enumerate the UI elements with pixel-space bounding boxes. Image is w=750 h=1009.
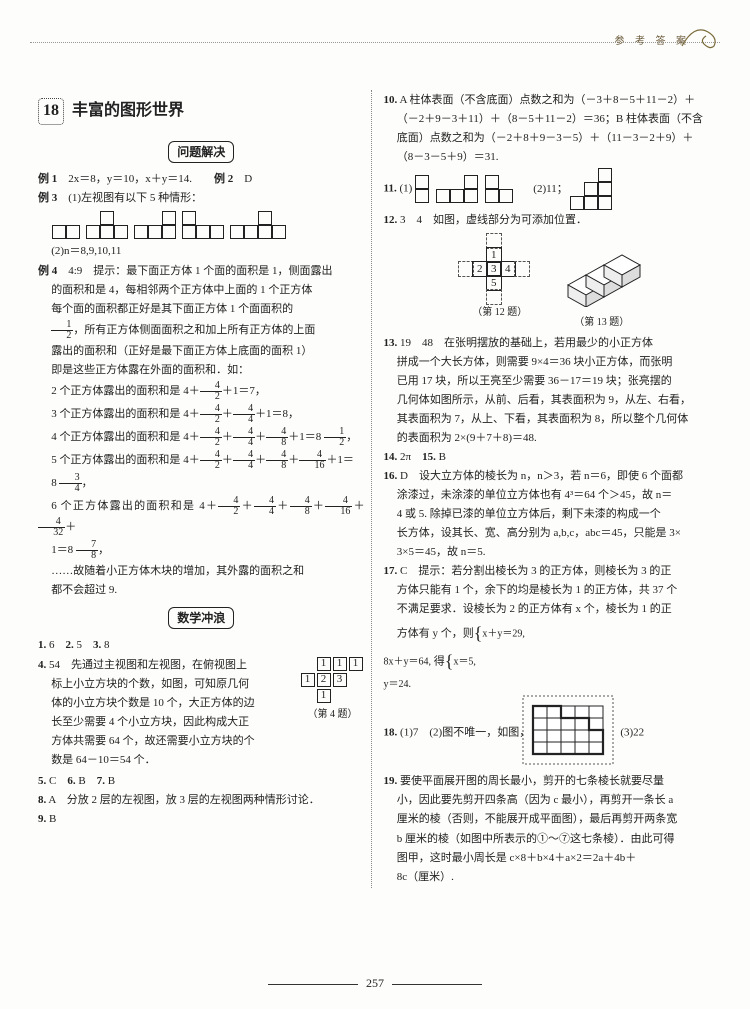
- text: 方体共需要 64 个，故还需要小立方块的个: [38, 733, 365, 750]
- text: 都不会超过 9.: [38, 582, 365, 599]
- text: B: [78, 775, 85, 787]
- text: 4 个正方体露出的面积和是: [51, 431, 180, 443]
- text: 5 个正方体露出的面积和是: [51, 454, 180, 466]
- ex-text: D: [244, 173, 252, 185]
- text: 要使平面展开图的周长最小，剪开的七条棱长就要尽量: [400, 775, 664, 787]
- text: B: [49, 813, 56, 825]
- fig-caption: （第 12 题）: [458, 305, 542, 321]
- text: 的面积和是 4，每相邻两个正方体中上面的 1 个正方体: [38, 282, 365, 299]
- text: 长方体，设其长、宽、高分别为 a,b,c，abc＝45，只能是 3×: [384, 525, 720, 542]
- text: 厘米的棱（否则，不能展开成平面图），最后再剪开两条宽: [384, 811, 720, 828]
- text: (1)7 (2)图不唯一，如图，: [400, 727, 530, 739]
- ex-label: 例 4: [38, 265, 57, 277]
- ex-text: 2x＝8，y＝10，x＋y＝14.: [68, 173, 192, 185]
- text: B: [108, 775, 115, 787]
- text: ……故随着小正方体木块的增加，其外露的面积之和: [38, 563, 365, 580]
- text: 8c（厘米）.: [384, 869, 720, 886]
- text: 3 个正方体露出的面积和是: [51, 408, 180, 420]
- ex-text: (1)左视图有以下 5 种情形：: [68, 192, 202, 204]
- text: 数是 64－10＝54 个．: [38, 752, 365, 769]
- ex-label: 例 1: [38, 173, 57, 185]
- right-column: 10. A 柱体表面（不含底面）点数之和为（－3＋8－5＋11－2）＋ （－2＋…: [378, 90, 720, 888]
- text: 小，因此要先剪开四条高（因为 c 最小），再剪开一条长 a: [384, 792, 720, 809]
- text: 19 48 在张明摆放的基础上，若用最少的小正方体: [400, 337, 653, 349]
- text: C 提示：若分割出棱长为 3 的正方体，则棱长为 3 的正: [400, 565, 671, 577]
- text: (3)22: [620, 727, 644, 739]
- text: 露出的面积和（正好是最下面正方体上底面的面积 1）: [38, 343, 365, 360]
- text: 4 或 5. 除掉已漆的单位立方体后，剩下未漆的构成一个: [384, 506, 720, 523]
- q18-grid-icon: [522, 695, 614, 765]
- fig-caption: （第 4 题）: [301, 707, 365, 723]
- text: 其表面积为 7，从上、下看，其表面积为 8，所以整个几何体: [384, 411, 720, 428]
- text: 几何体如图所示，从前、后看，其表面积为 9，从左、右看，: [384, 392, 720, 409]
- surf-123: 1. 6 2. 5 3. 8: [38, 637, 365, 654]
- text: （－2＋9－3＋11）＋（8－5＋11－2）＝36；B 柱体表面（不含: [384, 111, 720, 128]
- column-divider: [371, 90, 372, 888]
- ex3-sub: (2)n＝8,9,10,11: [38, 243, 365, 260]
- fig-caption: （第 13 题）: [558, 315, 646, 331]
- ex-label: 例 3: [38, 192, 57, 204]
- q12-figure: 1 2 3 4 5 （第 12 题）: [458, 233, 542, 331]
- text: D 设大立方体的棱长为 n，n＞3，若 n＝6，即使 6 个面都: [400, 470, 683, 482]
- text: 图甲，这时最小周长是 c×8＋b×4＋a×2＝2a＋4b＋: [384, 850, 720, 867]
- q4-figure: 111 123 1 （第 4 题）: [301, 657, 365, 723]
- section-badge-surf: 数学冲浪: [168, 607, 234, 630]
- text: 不满足要求．设棱长为 2 的正方体有 x 个，棱长为 1 的正: [384, 601, 720, 618]
- text: 涂漆过，未涂漆的单位立方体也有 4³＝64 个＞45，故 n＝: [384, 487, 720, 504]
- text: 6 个正方体露出的面积和是: [51, 500, 195, 512]
- text: 54 先通过主视图和左视图，在俯视图上: [49, 659, 247, 671]
- text: 底面）点数之和为（－2＋8＋9－3－5）＋（11－3－2＋9）＋: [384, 130, 720, 147]
- text: C: [49, 775, 56, 787]
- text: 3×5＝45，故 n＝5.: [384, 544, 720, 561]
- text: 拼成一个大长方体，则需要 9×4＝36 块小正方体，而张明: [384, 354, 720, 371]
- text: 3 4 如图，虚线部分为可添加位置．: [400, 214, 587, 226]
- text: 已用 17 块，所以王亮至少需要 36－17＝19 块；张亮摆的: [384, 373, 720, 390]
- text: ，所有正方体侧面面积之和加上所有正方体的上面: [73, 324, 315, 336]
- page-number: 257: [0, 976, 750, 991]
- text: A 柱体表面（不含底面）点数之和为（－3＋8－5＋11－2）＋: [399, 94, 695, 106]
- lesson-name: 丰富的图形世界: [72, 102, 184, 119]
- text: 即是这些正方体露在外面的面积和．如：: [38, 362, 365, 379]
- text: B: [439, 451, 446, 463]
- ex-label: 例 2: [214, 173, 233, 185]
- text: 的表面积为 2×(9＋7＋8)＝48.: [384, 430, 720, 447]
- lesson-number: 18: [38, 98, 64, 125]
- text: 4:9 提示：最下面正方体 1 个面的面积是 1，侧面露出: [68, 265, 332, 277]
- left-column: 18 丰富的图形世界 问题解决 例 1 2x＝8，y＝10，x＋y＝14. 例 …: [38, 90, 365, 888]
- text: 每个面的面积都正好是其下面正方体 1 个面面积的: [38, 301, 365, 318]
- text: b 厘米的棱（如图中所表示的①～⑦这七条棱）．由此可得: [384, 831, 720, 848]
- section-badge-problem: 问题解决: [168, 141, 234, 164]
- text: 方体有 y 个，则: [397, 628, 474, 640]
- swirl-icon: [678, 20, 724, 52]
- text: 2 个正方体露出的面积和是: [51, 385, 180, 397]
- text: （8－3－5＋9）＝31.: [384, 149, 720, 166]
- text: A 分放 2 层的左视图，放 3 层的左视图两种情形讨论．: [48, 794, 319, 806]
- q13-figure: （第 13 题）: [558, 233, 646, 331]
- left-view-shapes: [52, 211, 365, 239]
- lesson-title: 18 丰富的图形世界: [38, 98, 365, 125]
- text: 方体只能有 1 个，余下的均是棱长为 1 的正方体，共 37 个: [384, 582, 720, 599]
- text: 2π: [400, 451, 411, 463]
